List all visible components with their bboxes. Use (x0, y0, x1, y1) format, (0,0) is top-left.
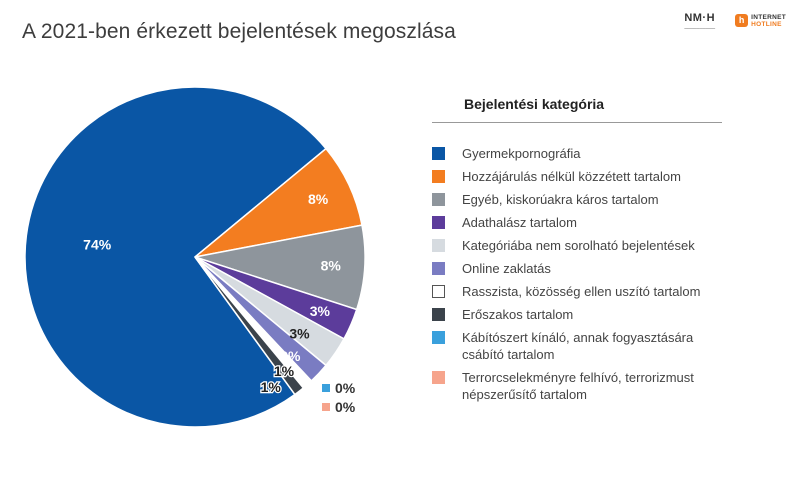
legend-label: Kategóriába nem sorolható bejelentések (462, 238, 695, 253)
pie-chart: 74%8%8%3%3%2%1%1% 0%0% (24, 86, 366, 428)
legend-swatch (432, 371, 445, 384)
legend-item: Online zaklatás (432, 260, 722, 277)
pie-slice-label: 2% (280, 348, 301, 364)
legend-title: Bejelentési kategória (432, 96, 722, 123)
legend-label: Adathalász tartalom (462, 215, 577, 230)
zero-slice-label: 0% (335, 380, 356, 396)
legend-item: Egyéb, kiskorúakra káros tartalom (432, 191, 722, 208)
hotline-logo-line1: INTERNET (751, 13, 786, 21)
zero-slice-swatch (322, 384, 330, 392)
legend-swatch (432, 147, 445, 160)
legend-item: Kábítószert kínáló, annak fogyasztására … (432, 329, 722, 363)
legend-swatch (432, 285, 445, 298)
legend-label: Terrorcselekményre felhívó, terrorizmust… (462, 370, 694, 402)
legend-swatch (432, 170, 445, 183)
legend-label: Gyermekpornográfia (462, 146, 581, 161)
zero-slice-swatch (322, 403, 330, 411)
legend-swatch (432, 308, 445, 321)
legend-item: Hozzájárulás nélkül közzétett tartalom (432, 168, 722, 185)
legend-item: Kategóriába nem sorolható bejelentések (432, 237, 722, 254)
pie-slice-label: 8% (308, 191, 329, 207)
zero-slice-label: 0% (335, 399, 356, 415)
legend-item: Adathalász tartalom (432, 214, 722, 231)
legend-item: Rasszista, közösség ellen uszító tartalo… (432, 283, 722, 300)
legend-label: Egyéb, kiskorúakra káros tartalom (462, 192, 659, 207)
legend-label: Kábítószert kínáló, annak fogyasztására … (462, 330, 694, 362)
nmhh-logo: NM·H ▁▁▁▁▁▁▁▁▁▁ (684, 12, 715, 29)
legend-label: Online zaklatás (462, 261, 551, 276)
legend-label: Erőszakos tartalom (462, 307, 574, 322)
pie-slice-label: 74% (83, 237, 112, 253)
legend-item: Erőszakos tartalom (432, 306, 722, 323)
pie-slice-label: 8% (321, 258, 342, 274)
legend-label: Hozzájárulás nélkül közzétett tartalom (462, 169, 681, 184)
chart-title: A 2021-ben érkezett bejelentések megoszl… (22, 20, 456, 43)
nmhh-logo-mark: NM·H (684, 12, 716, 24)
legend-swatch (432, 193, 445, 206)
nmhh-logo-subtext: ▁▁▁▁▁▁▁▁▁▁ (684, 24, 716, 29)
pie-slice (24, 86, 328, 428)
hotline-logo-line2: HOTLINE (751, 20, 782, 28)
hotline-badge-icon: h (735, 14, 749, 27)
pie-slice-label: 1% (261, 379, 282, 395)
pie-slice-label: 3% (310, 303, 331, 319)
legend-item: Terrorcselekményre felhívó, terrorizmust… (432, 369, 722, 403)
pie-slice (194, 256, 305, 396)
legend-label: Rasszista, közösség ellen uszító tartalo… (462, 284, 701, 299)
legend: Bejelentési kategória Gyermekpornográfia… (432, 96, 722, 409)
logos: NM·H ▁▁▁▁▁▁▁▁▁▁ h INTERNET HOTLINE (684, 12, 786, 29)
internet-hotline-logo: h INTERNET HOTLINE (735, 14, 786, 28)
legend-swatch (432, 331, 445, 344)
pie-slice-label: 3% (289, 325, 310, 341)
legend-swatch (432, 216, 445, 229)
legend-item: Gyermekpornográfia (432, 145, 722, 162)
pie-slice-label: 1% (274, 363, 295, 379)
legend-swatch (432, 239, 445, 252)
legend-swatch (432, 262, 445, 275)
legend-list: Gyermekpornográfia Hozzájárulás nélkül kö… (432, 145, 722, 403)
